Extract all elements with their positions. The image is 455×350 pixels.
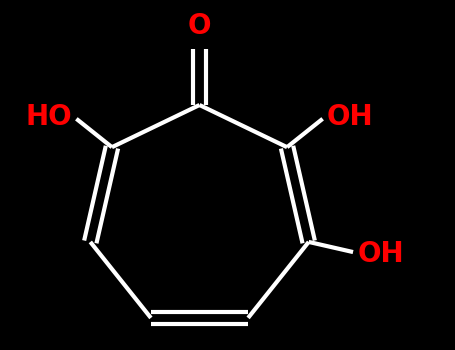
Text: HO: HO — [25, 103, 72, 131]
Text: OH: OH — [327, 103, 374, 131]
Text: O: O — [188, 12, 211, 40]
Text: OH: OH — [357, 240, 404, 268]
